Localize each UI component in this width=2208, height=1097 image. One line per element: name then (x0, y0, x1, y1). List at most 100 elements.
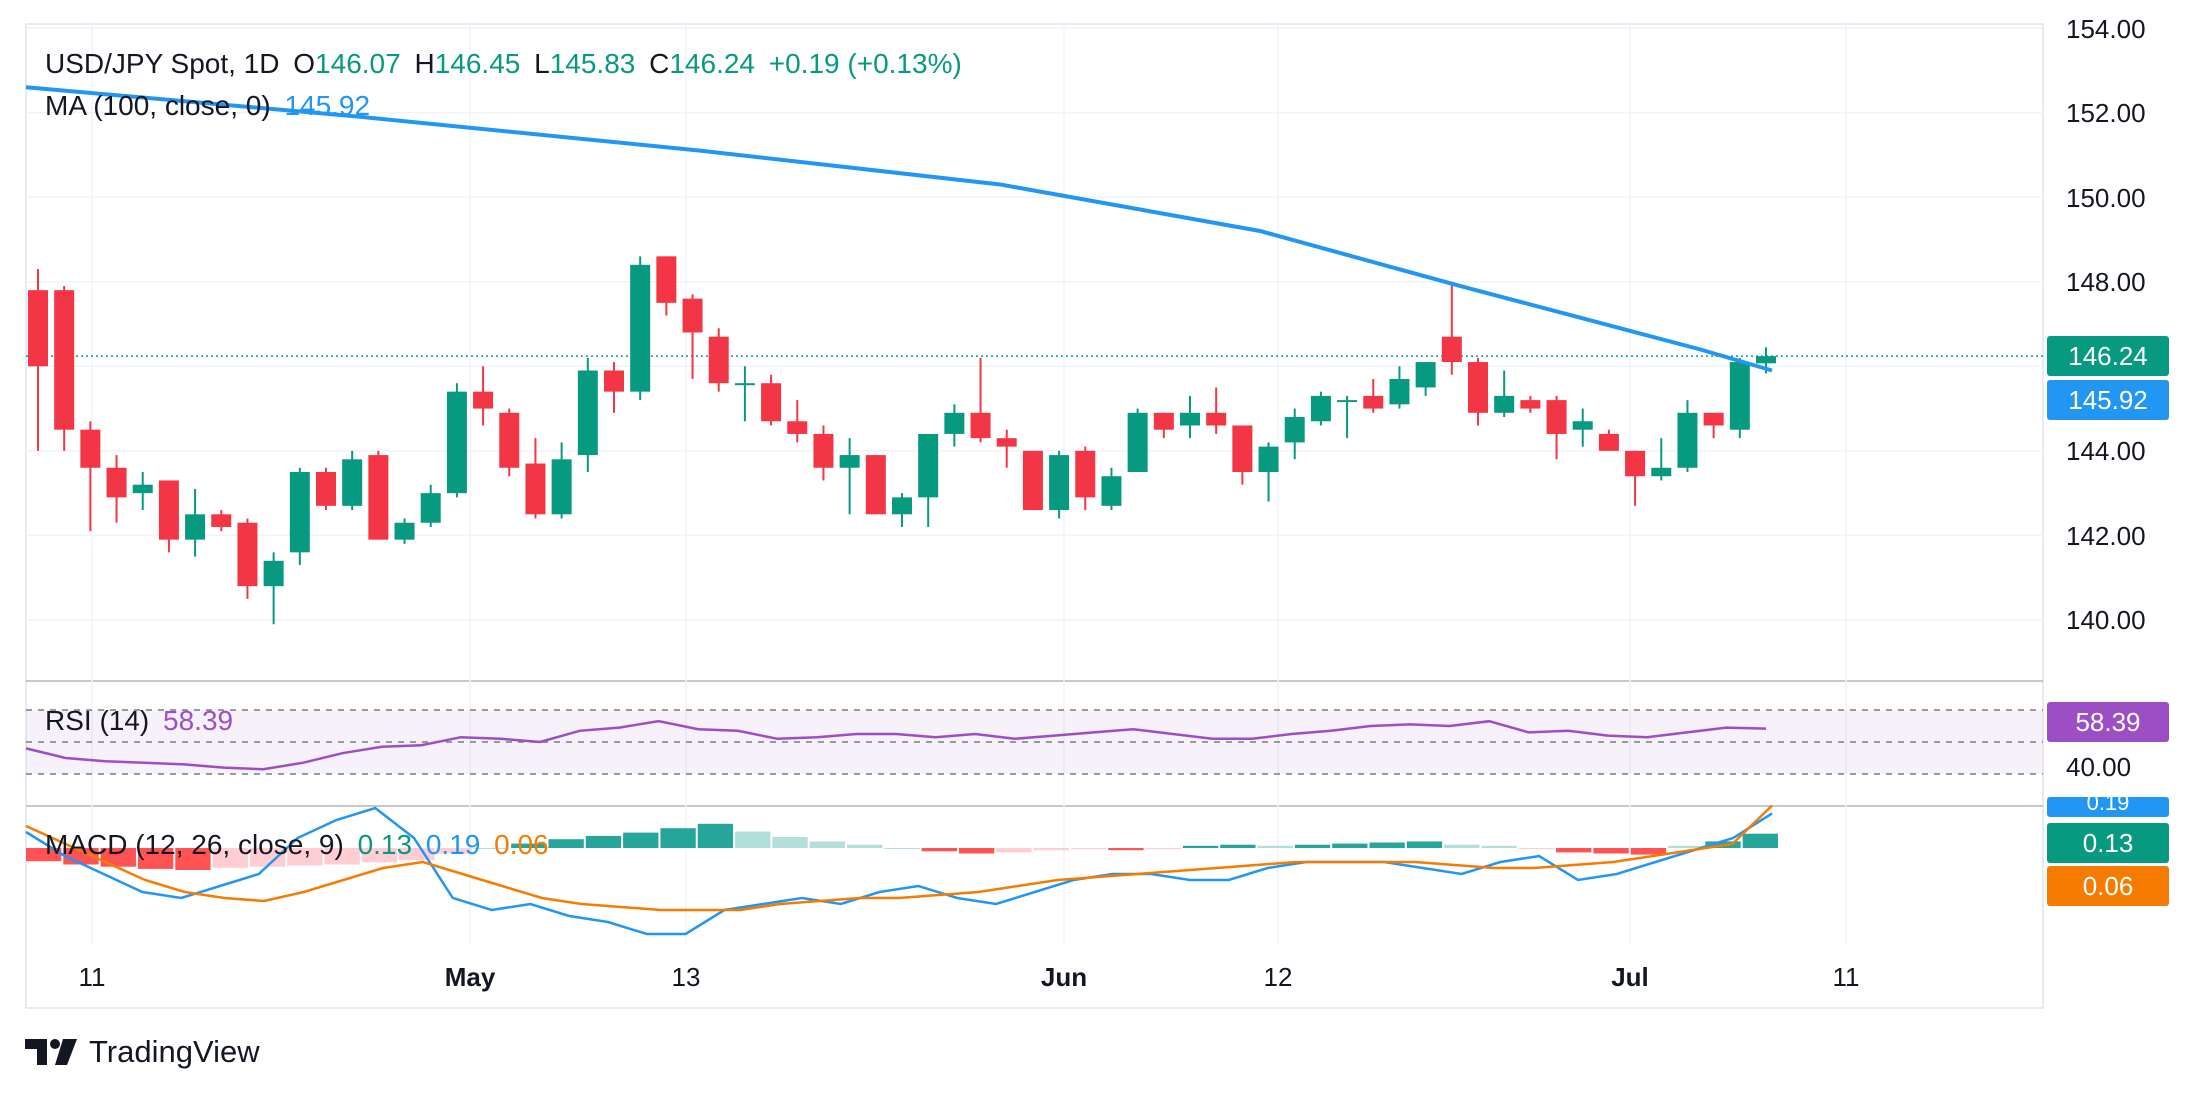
candle (446, 383, 467, 498)
candle (1310, 391, 1331, 426)
last-price-tag: 146.24 (2047, 336, 2169, 376)
macd-histogram-bar (884, 848, 920, 849)
candle (289, 467, 310, 566)
ma-legend-label: MA (100, close, 0) (45, 90, 271, 121)
macd-histogram-bar (1257, 845, 1293, 848)
macd-histogram-bar (175, 848, 211, 870)
candle-body (1049, 455, 1070, 511)
candle (1258, 442, 1279, 502)
candle-body (1677, 412, 1698, 468)
signal-line (25, 804, 1773, 912)
candle-body (1520, 400, 1541, 409)
candle (1441, 281, 1462, 375)
candle (1127, 408, 1148, 472)
high-label: H (414, 48, 435, 79)
candle-body (1572, 421, 1593, 430)
rsi-pane (25, 709, 2043, 775)
macd-histogram-bar (287, 848, 323, 866)
candle-body (1258, 446, 1279, 472)
candle-body (368, 455, 389, 540)
candle (839, 438, 860, 515)
tradingview-logo[interactable]: TradingView (25, 1034, 260, 1070)
candle-body (734, 383, 755, 386)
candle-body (316, 472, 336, 506)
candle-body (1363, 395, 1384, 409)
price-tick: 144.00 (2066, 436, 2146, 466)
candle-body (787, 421, 808, 434)
x-tick: Jul (1611, 962, 1649, 992)
signal-tag: 0.06 (2047, 866, 2169, 906)
candle (1729, 357, 1750, 439)
candle (734, 366, 755, 422)
close-value: 146.24 (669, 48, 755, 79)
macd-histogram-bar (548, 839, 584, 848)
candle-body (630, 264, 651, 392)
candle-body (446, 391, 467, 494)
macd-histogram-bar (100, 848, 136, 867)
macd-histogram-bar (1369, 842, 1405, 848)
macd-histogram-bar (660, 828, 696, 848)
macd-histogram-bar (361, 848, 398, 863)
x-tick: Jun (1040, 962, 1088, 992)
candle (970, 357, 991, 443)
macd-histogram-bar (958, 848, 995, 854)
ma-legend: MA (100, close, 0) 145.92 (45, 90, 376, 122)
macd-histogram-bar (1108, 848, 1144, 851)
candle (1101, 467, 1122, 511)
macd-histogram-bar (1332, 843, 1368, 848)
candle (1337, 395, 1358, 439)
candle-body (28, 290, 48, 367)
candle-body (1022, 450, 1043, 511)
high-value: 146.45 (434, 48, 521, 79)
candle (996, 429, 1017, 468)
candle-body (525, 463, 546, 515)
candle-body (1468, 362, 1488, 413)
candle-body (1232, 425, 1253, 472)
candle-body (1415, 362, 1436, 388)
macd-histogram-bar (921, 848, 957, 852)
candle-body (1729, 362, 1750, 430)
macd-histogram-bar (1668, 845, 1704, 848)
candle-body (80, 429, 101, 468)
x-tick: 12 (1263, 962, 1293, 992)
macd-histogram-bar (847, 844, 883, 848)
candle-body (708, 336, 729, 384)
candle-body (1389, 378, 1410, 405)
macd-histogram-bar (1444, 844, 1480, 848)
candle-body (865, 455, 886, 515)
ma-line (25, 85, 1773, 373)
candle (80, 421, 101, 532)
macd-histogram-bar (1556, 848, 1592, 853)
macd-legend: MACD (12, 26, close, 9) 0.13 0.19 0.06 (45, 829, 555, 861)
candle (263, 552, 284, 625)
candle (132, 472, 153, 511)
candle (1022, 450, 1043, 511)
candle-body (839, 455, 860, 468)
candle (1363, 378, 1384, 413)
candle-body (1310, 395, 1331, 422)
macd-histogram-bar (1481, 845, 1517, 848)
macd-legend-v1: 0.13 (357, 829, 413, 860)
candle (316, 467, 336, 511)
candle-body (1284, 417, 1305, 443)
candle (1389, 366, 1410, 409)
macd-histogram-bar (249, 848, 286, 867)
rsi-legend: RSI (14) 58.39 (45, 705, 239, 737)
candle-body (1075, 450, 1096, 498)
price-tick: 150.00 (2066, 183, 2146, 213)
macd-histogram-bar (1630, 848, 1667, 855)
candle-body (970, 412, 991, 439)
candle-body (761, 383, 782, 422)
rsi-line (25, 719, 1767, 771)
macd-histogram-bar (585, 835, 622, 848)
candle-body (289, 472, 310, 553)
candle (604, 362, 624, 413)
candle-body (1546, 400, 1567, 434)
candle-body (1703, 412, 1724, 426)
candle (106, 455, 127, 523)
candle (1075, 446, 1096, 511)
candle (211, 510, 232, 532)
candle-body (211, 514, 232, 527)
candle (577, 357, 598, 472)
